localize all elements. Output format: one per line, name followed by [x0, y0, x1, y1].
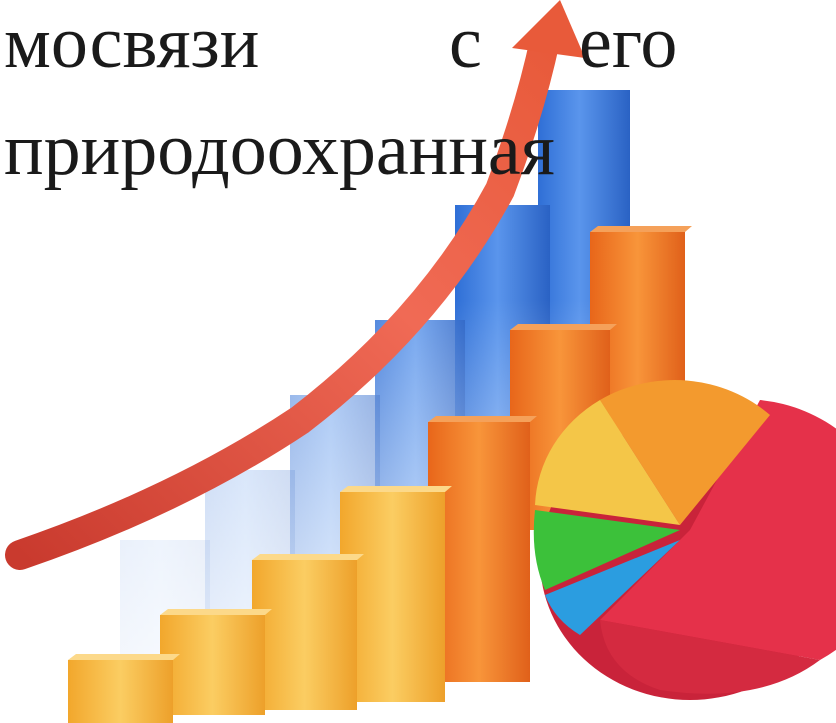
yellow-bars: [68, 486, 452, 723]
caption-word-3: его: [579, 2, 678, 84]
growth-arrow: [5, 0, 585, 570]
caption-word-2: с: [449, 2, 482, 84]
caption-word-1: мосвязи: [4, 2, 260, 84]
pie-chart: [533, 380, 836, 700]
caption-line-2: природоохранная: [4, 109, 555, 191]
